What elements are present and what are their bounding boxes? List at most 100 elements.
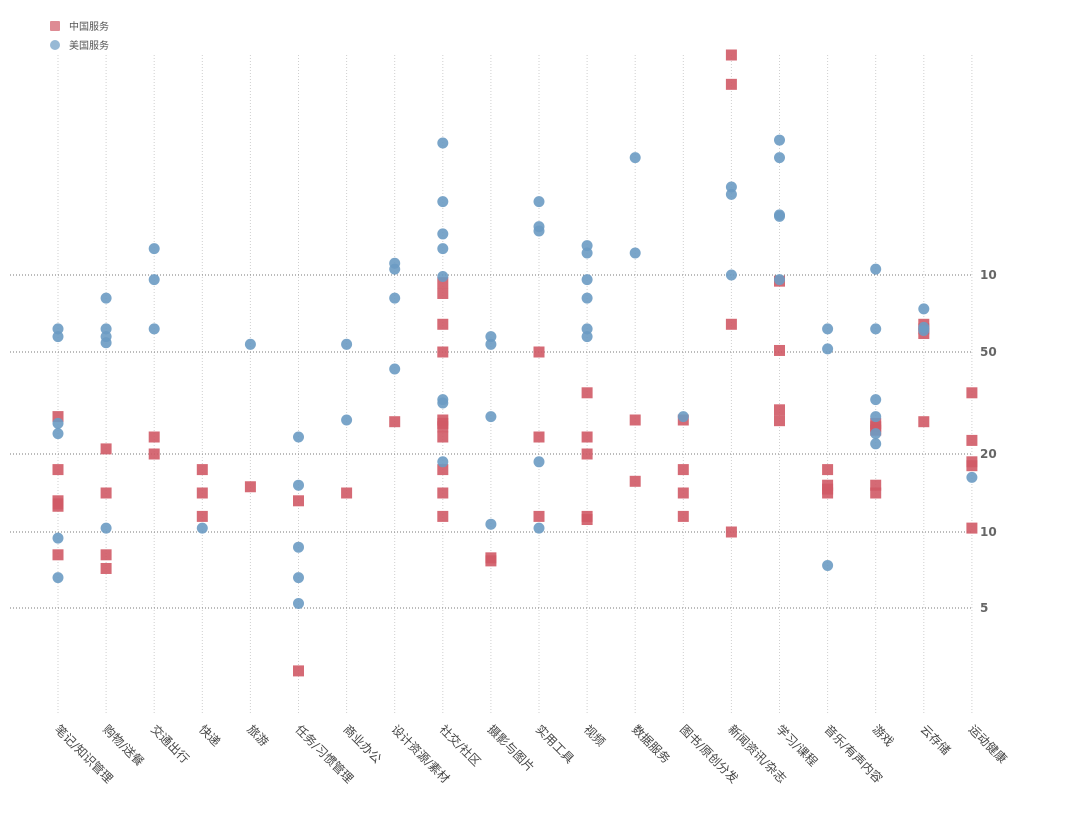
x-category-label: 学习/课程 (773, 722, 820, 769)
x-category-label: 游戏 (870, 722, 897, 749)
usa-point (148, 323, 160, 335)
usa-point (774, 274, 785, 286)
usa-point (774, 152, 785, 164)
usa-point (196, 522, 208, 534)
usa-point (437, 456, 449, 468)
china-point (52, 411, 64, 423)
china-point (100, 562, 112, 574)
usa-point (725, 269, 737, 281)
legend-label-china: 中国服务 (69, 22, 109, 33)
china-point (774, 415, 785, 427)
china-point (581, 448, 593, 460)
y-tick-label: 10 (980, 268, 997, 282)
china-point (52, 549, 64, 561)
usa-point (485, 518, 497, 530)
usa-point (774, 134, 785, 146)
usa-point (293, 597, 304, 609)
usa-point (485, 411, 497, 423)
china-point (725, 318, 737, 330)
china-point (822, 464, 834, 476)
china-point (100, 487, 112, 499)
china-point (725, 526, 737, 538)
china-point (437, 277, 449, 289)
usa-point (341, 414, 353, 426)
china-point (437, 464, 449, 476)
china-point (725, 49, 737, 61)
usa-point (52, 572, 64, 584)
usa-point (437, 397, 449, 409)
china-point (437, 318, 449, 330)
usa-point (52, 331, 64, 343)
x-category-label: 旅游 (244, 722, 271, 749)
usa-point (581, 323, 593, 335)
china-point (581, 387, 593, 399)
y-tick-label: 5 (980, 601, 988, 615)
usa-point (533, 196, 545, 208)
china-point (774, 344, 785, 356)
usa-point (533, 522, 545, 534)
china-point (533, 431, 545, 443)
usa-point (100, 323, 112, 335)
legend-item-usa[interactable]: 美国服务 (50, 35, 109, 54)
usa-point (52, 428, 64, 440)
usa-point (822, 323, 834, 335)
usa-point (870, 263, 882, 275)
usa-point (870, 411, 882, 423)
china-point (389, 416, 401, 428)
usa-point (485, 331, 497, 343)
usa-point (293, 431, 304, 443)
usa-point (389, 292, 401, 304)
usa-point (870, 394, 882, 406)
china-point (870, 479, 882, 491)
usa-point (533, 225, 545, 237)
usa-point (870, 323, 882, 335)
x-category-label: 摄影与图片 (485, 722, 538, 775)
usa-point (389, 363, 401, 375)
china-point (341, 487, 353, 499)
usa-point (148, 243, 160, 255)
y-tick-label: 50 (980, 345, 997, 359)
usa-point (437, 137, 449, 149)
usa-point (52, 417, 64, 429)
china-point (52, 500, 64, 512)
usa-point (293, 479, 304, 491)
x-category-label: 社交/社区 (437, 722, 484, 769)
china-point (437, 421, 449, 433)
china-point (533, 510, 545, 522)
usa-point (629, 152, 641, 164)
legend-square-marker (50, 20, 60, 31)
china-point (725, 78, 737, 90)
usa-point (293, 572, 304, 584)
x-category-label: 数据服务 (629, 722, 674, 767)
china-point (52, 464, 64, 476)
china-point (677, 487, 689, 499)
china-point (437, 287, 449, 299)
usa-point (244, 338, 256, 350)
usa-point (581, 292, 593, 304)
usa-point (581, 274, 593, 286)
usa-point (918, 324, 930, 336)
china-point (581, 431, 593, 443)
usa-point (437, 243, 449, 255)
y-tick-label: 20 (980, 447, 997, 461)
china-point (148, 448, 160, 460)
china-point (437, 510, 449, 522)
china-point (966, 434, 978, 446)
usa-point (725, 188, 737, 200)
china-point (966, 460, 978, 472)
usa-point (870, 428, 882, 440)
usa-point (629, 247, 641, 259)
usa-point (293, 541, 304, 553)
china-point (629, 475, 641, 487)
x-category-label: 交通出行 (148, 722, 193, 767)
china-point (293, 495, 304, 507)
usa-point (437, 196, 449, 208)
china-point (437, 431, 449, 443)
usa-point (341, 338, 353, 350)
legend: 中国服务 美国服务 (50, 16, 109, 54)
legend-item-china[interactable]: 中国服务 (50, 16, 109, 35)
china-point (533, 346, 545, 358)
usa-point (52, 532, 64, 544)
china-point (774, 404, 785, 416)
china-point (100, 549, 112, 561)
